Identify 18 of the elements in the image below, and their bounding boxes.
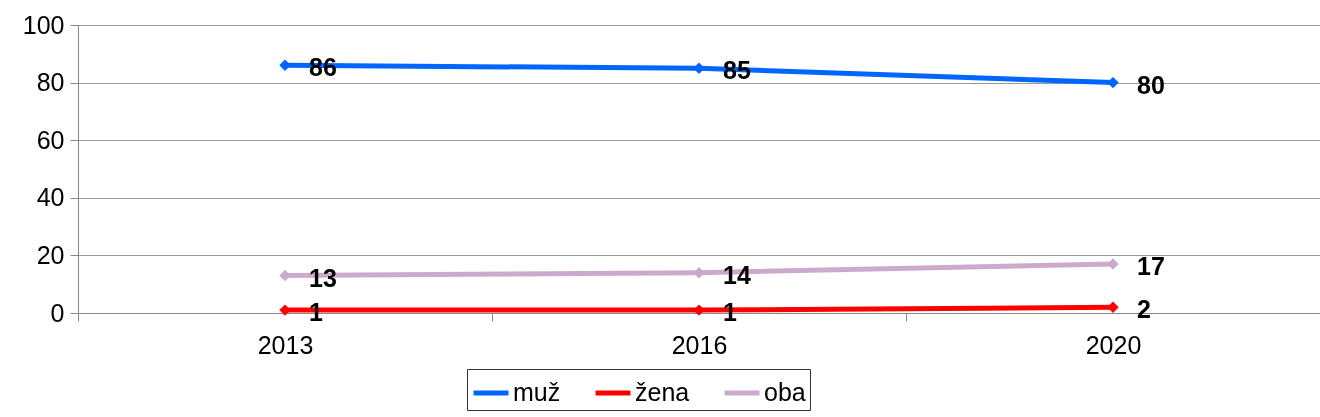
y-tick-label: 60 [36, 125, 65, 154]
legend-label: žena [635, 378, 690, 406]
x-tick-label: 2013 [257, 330, 314, 359]
y-tick-label: 100 [22, 10, 65, 39]
y-tick-label: 0 [50, 298, 65, 327]
data-label: 80 [1137, 70, 1165, 99]
y-tick-label: 20 [36, 240, 65, 269]
data-label: 13 [309, 263, 337, 292]
data-label: 17 [1137, 252, 1165, 281]
y-tick-label: 80 [36, 68, 65, 97]
x-tick-label: 2016 [671, 330, 728, 359]
legend-label: oba [764, 378, 806, 406]
data-label: 14 [723, 260, 751, 289]
y-tick-label: 40 [36, 183, 65, 212]
x-tick-label: 2020 [1085, 330, 1142, 359]
legend-label: muž [513, 378, 561, 406]
data-label: 2 [1137, 295, 1151, 324]
data-label: 1 [309, 298, 323, 327]
